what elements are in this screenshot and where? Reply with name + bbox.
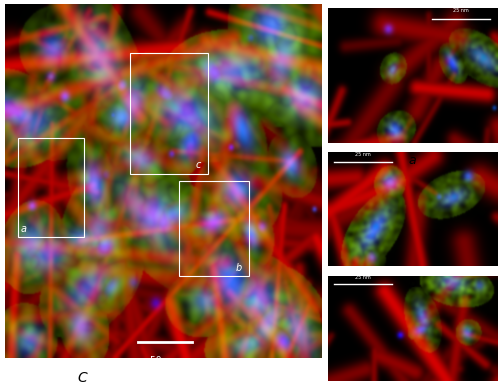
Text: 25 nm: 25 nm [355,152,371,157]
Bar [18,138,84,237]
Bar [130,54,208,174]
Text: C: C [78,371,88,385]
Text: b: b [236,263,242,273]
Text: a: a [408,154,416,167]
Text: 25 nm: 25 nm [453,8,469,13]
Text: c: c [196,160,201,170]
Text: a: a [21,224,27,234]
Bar [179,181,248,276]
Text: b: b [408,277,416,290]
Text: 25 nm: 25 nm [355,275,371,280]
Text: 50 μm: 50 μm [150,356,180,365]
